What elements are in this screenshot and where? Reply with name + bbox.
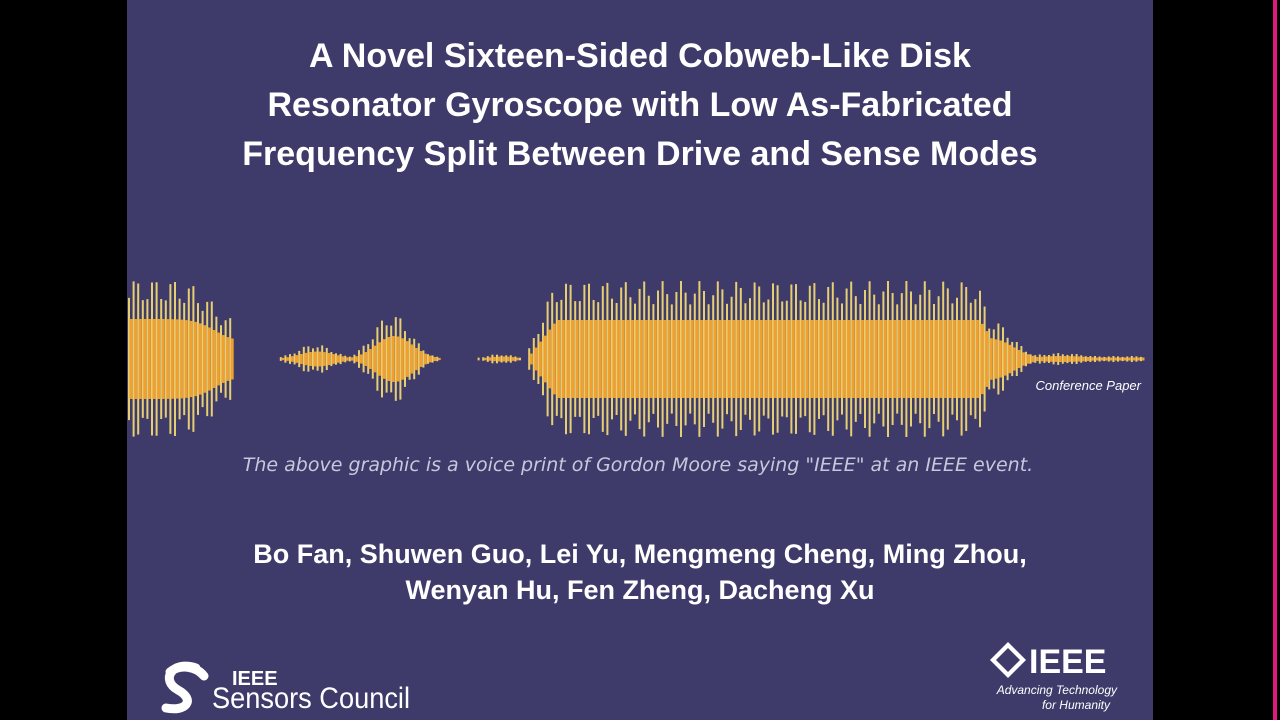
voiceprint — [128, 281, 1145, 437]
logo-tagline: for Humanity — [1042, 698, 1111, 712]
logo-text: Sensors Council — [212, 682, 410, 715]
logo-text: IEEE — [232, 668, 278, 690]
logo-swoosh — [161, 661, 209, 714]
caption: The above graphic is a voice print of Go… — [243, 454, 1033, 476]
logo-tagline: Advancing Technology — [996, 683, 1118, 697]
title-line: Frequency Split Between Drive and Sense … — [242, 135, 1037, 173]
title-line: Resonator Gyroscope with Low As-Fabricat… — [268, 86, 1013, 124]
edge-line — [1273, 0, 1277, 720]
ieee-logo: IEEE Advancing Technology for Humanity — [990, 642, 1118, 712]
title-line: A Novel Sixteen-Sided Cobweb-Like Disk — [309, 37, 971, 75]
logo-diamond-inner — [996, 648, 1020, 672]
authors-line: Bo Fan, Shuwen Guo, Lei Yu, Mengmeng Che… — [253, 539, 1026, 569]
paper-type: Conference Paper — [1035, 378, 1141, 393]
authors-line: Wenyan Hu, Fen Zheng, Dacheng Xu — [405, 575, 874, 605]
sensors-council-logo: IEEE Sensors Council — [161, 661, 410, 715]
logo-text: IEEE — [1029, 643, 1106, 681]
